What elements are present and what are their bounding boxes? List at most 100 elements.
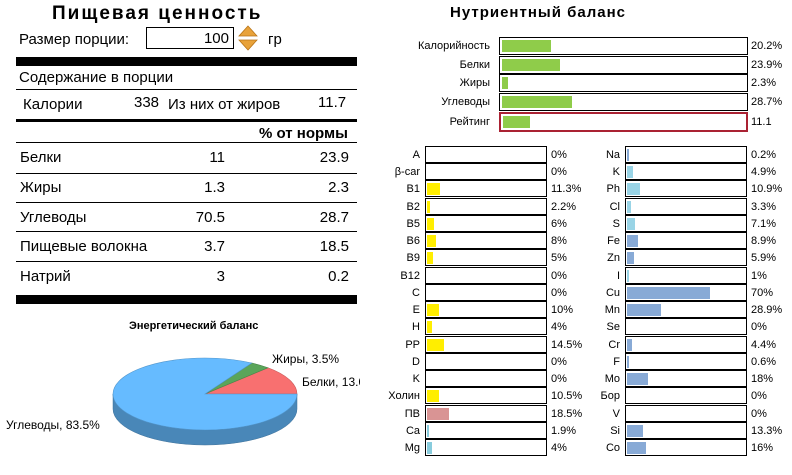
vitamin-label: C	[412, 287, 420, 299]
nutrient-amount: 11	[209, 149, 225, 166]
mineral-label: Fe	[607, 235, 620, 247]
vitamin-value: 10%	[551, 304, 574, 316]
vitamin-label: PP	[405, 339, 420, 351]
vitamin-label: D	[412, 356, 420, 368]
mineral-bar	[627, 235, 638, 247]
mineral-bar-frame	[625, 318, 747, 335]
vitamin-bar	[427, 235, 437, 247]
vitamin-bar-frame	[425, 249, 547, 266]
vitamin-value: 5%	[551, 252, 567, 264]
mineral-bar-frame	[625, 215, 747, 232]
mineral-bar	[627, 218, 636, 230]
summary-bar-frame	[499, 93, 748, 111]
mineral-bar-frame	[625, 370, 747, 387]
mineral-label: I	[616, 270, 620, 282]
rating-value: 11.1	[751, 116, 772, 128]
vitamin-label: β-car	[394, 166, 420, 178]
vitamin-value: 0%	[551, 270, 567, 282]
vitamin-bar-frame	[425, 284, 547, 301]
mineral-bar-frame	[625, 267, 747, 284]
pie-slice-label: Жиры, 3.5%	[272, 352, 339, 366]
vitamin-bar-frame	[425, 387, 547, 404]
mineral-bar	[627, 339, 633, 351]
mineral-bar	[627, 183, 640, 195]
divider	[16, 202, 357, 203]
mineral-value: 0.2%	[751, 149, 777, 161]
vitamin-label: B1	[406, 183, 420, 195]
vitamin-bar-frame	[425, 215, 547, 232]
vitamin-label: B12	[400, 270, 420, 282]
portion-size-label: Размер порции:	[19, 31, 130, 48]
divider-thick	[16, 57, 357, 66]
pie-slice-label: Белки, 13.0%	[302, 375, 360, 389]
mineral-bar-frame	[625, 284, 747, 301]
summary-label: Углеводы	[441, 96, 490, 108]
nutrient-amount: 3	[216, 268, 225, 285]
summary-label: Калорийность	[417, 40, 490, 52]
mineral-value: 0.6%	[751, 356, 777, 368]
nutrient-row-carbs: Углеводы 70.5 28.7	[16, 203, 357, 233]
vitamin-value: 0%	[551, 373, 567, 385]
mineral-bar-frame	[625, 422, 747, 439]
mineral-label: Cr	[608, 339, 620, 351]
nutrient-amount: 3.7	[204, 238, 225, 255]
mineral-value: 10.9%	[751, 183, 783, 195]
mineral-bar	[627, 201, 631, 213]
mineral-bar	[627, 425, 643, 437]
nutrient-daily-pct: 0.2	[328, 268, 349, 285]
nutrient-balance-title: Нутриентный баланс	[450, 4, 626, 21]
mineral-label: Mn	[604, 304, 620, 316]
vitamin-bar	[427, 201, 430, 213]
vitamin-value: 18.5%	[551, 408, 583, 420]
mineral-bar	[627, 252, 634, 264]
vitamin-label: Холин	[388, 390, 420, 402]
stepper-down-arrow-icon[interactable]	[238, 39, 258, 51]
mineral-bar-frame	[625, 301, 747, 318]
mineral-label: F	[613, 356, 620, 368]
vitamin-bar-frame	[425, 301, 547, 318]
portion-stepper[interactable]	[238, 25, 258, 51]
summary-bar-frame	[499, 74, 748, 92]
vitamin-value: 10.5%	[551, 390, 583, 402]
vitamin-bar-frame	[425, 180, 547, 197]
divider	[16, 261, 357, 262]
nutrient-row-sodium: Натрий 3 0.2	[16, 262, 357, 292]
divider	[16, 142, 357, 143]
stepper-up-arrow-icon[interactable]	[238, 25, 258, 37]
mineral-bar-frame	[625, 439, 747, 456]
vitamin-bar	[427, 252, 433, 264]
mineral-bar-frame	[625, 180, 747, 197]
mineral-label: Se	[606, 321, 620, 333]
vitamin-label: B5	[406, 218, 420, 230]
mineral-value: 4.9%	[751, 166, 777, 178]
vitamin-label: K	[412, 373, 420, 385]
mineral-label: Бор	[600, 390, 620, 402]
mineral-value: 5.9%	[751, 252, 777, 264]
vitamin-value: 4%	[551, 321, 567, 333]
divider-thick	[16, 295, 357, 304]
mineral-bar	[627, 166, 633, 178]
nutrient-label: Пищевые волокна	[20, 238, 148, 255]
mineral-bar	[627, 356, 629, 368]
vitamin-bar-frame	[425, 353, 547, 370]
vitamin-bar-frame	[425, 370, 547, 387]
portion-size-input[interactable]	[146, 27, 234, 49]
vitamin-bar-frame	[425, 336, 547, 353]
mineral-label: Cu	[605, 287, 620, 299]
mineral-label: S	[612, 218, 620, 230]
vitamin-bar	[427, 304, 439, 316]
vitamin-value: 0%	[551, 166, 567, 178]
summary-bar	[502, 96, 573, 108]
vitamin-bar	[427, 183, 441, 195]
summary-value: 28.7%	[751, 96, 783, 108]
vitamin-value: 14.5%	[551, 339, 583, 351]
summary-bar-frame	[499, 56, 748, 74]
vitamin-value: 2.2%	[551, 201, 577, 213]
mineral-value: 28.9%	[751, 304, 783, 316]
pie-slice	[112, 357, 298, 431]
vitamin-label: H	[412, 321, 420, 333]
mineral-value: 3.3%	[751, 201, 777, 213]
portion-unit: гр	[268, 31, 282, 48]
energy-pie-chart: Жиры, 3.5% Белки, 13.0% Углеводы, 83.5%	[6, 352, 360, 446]
energy-pie-title: Энергетический баланс	[129, 320, 259, 332]
